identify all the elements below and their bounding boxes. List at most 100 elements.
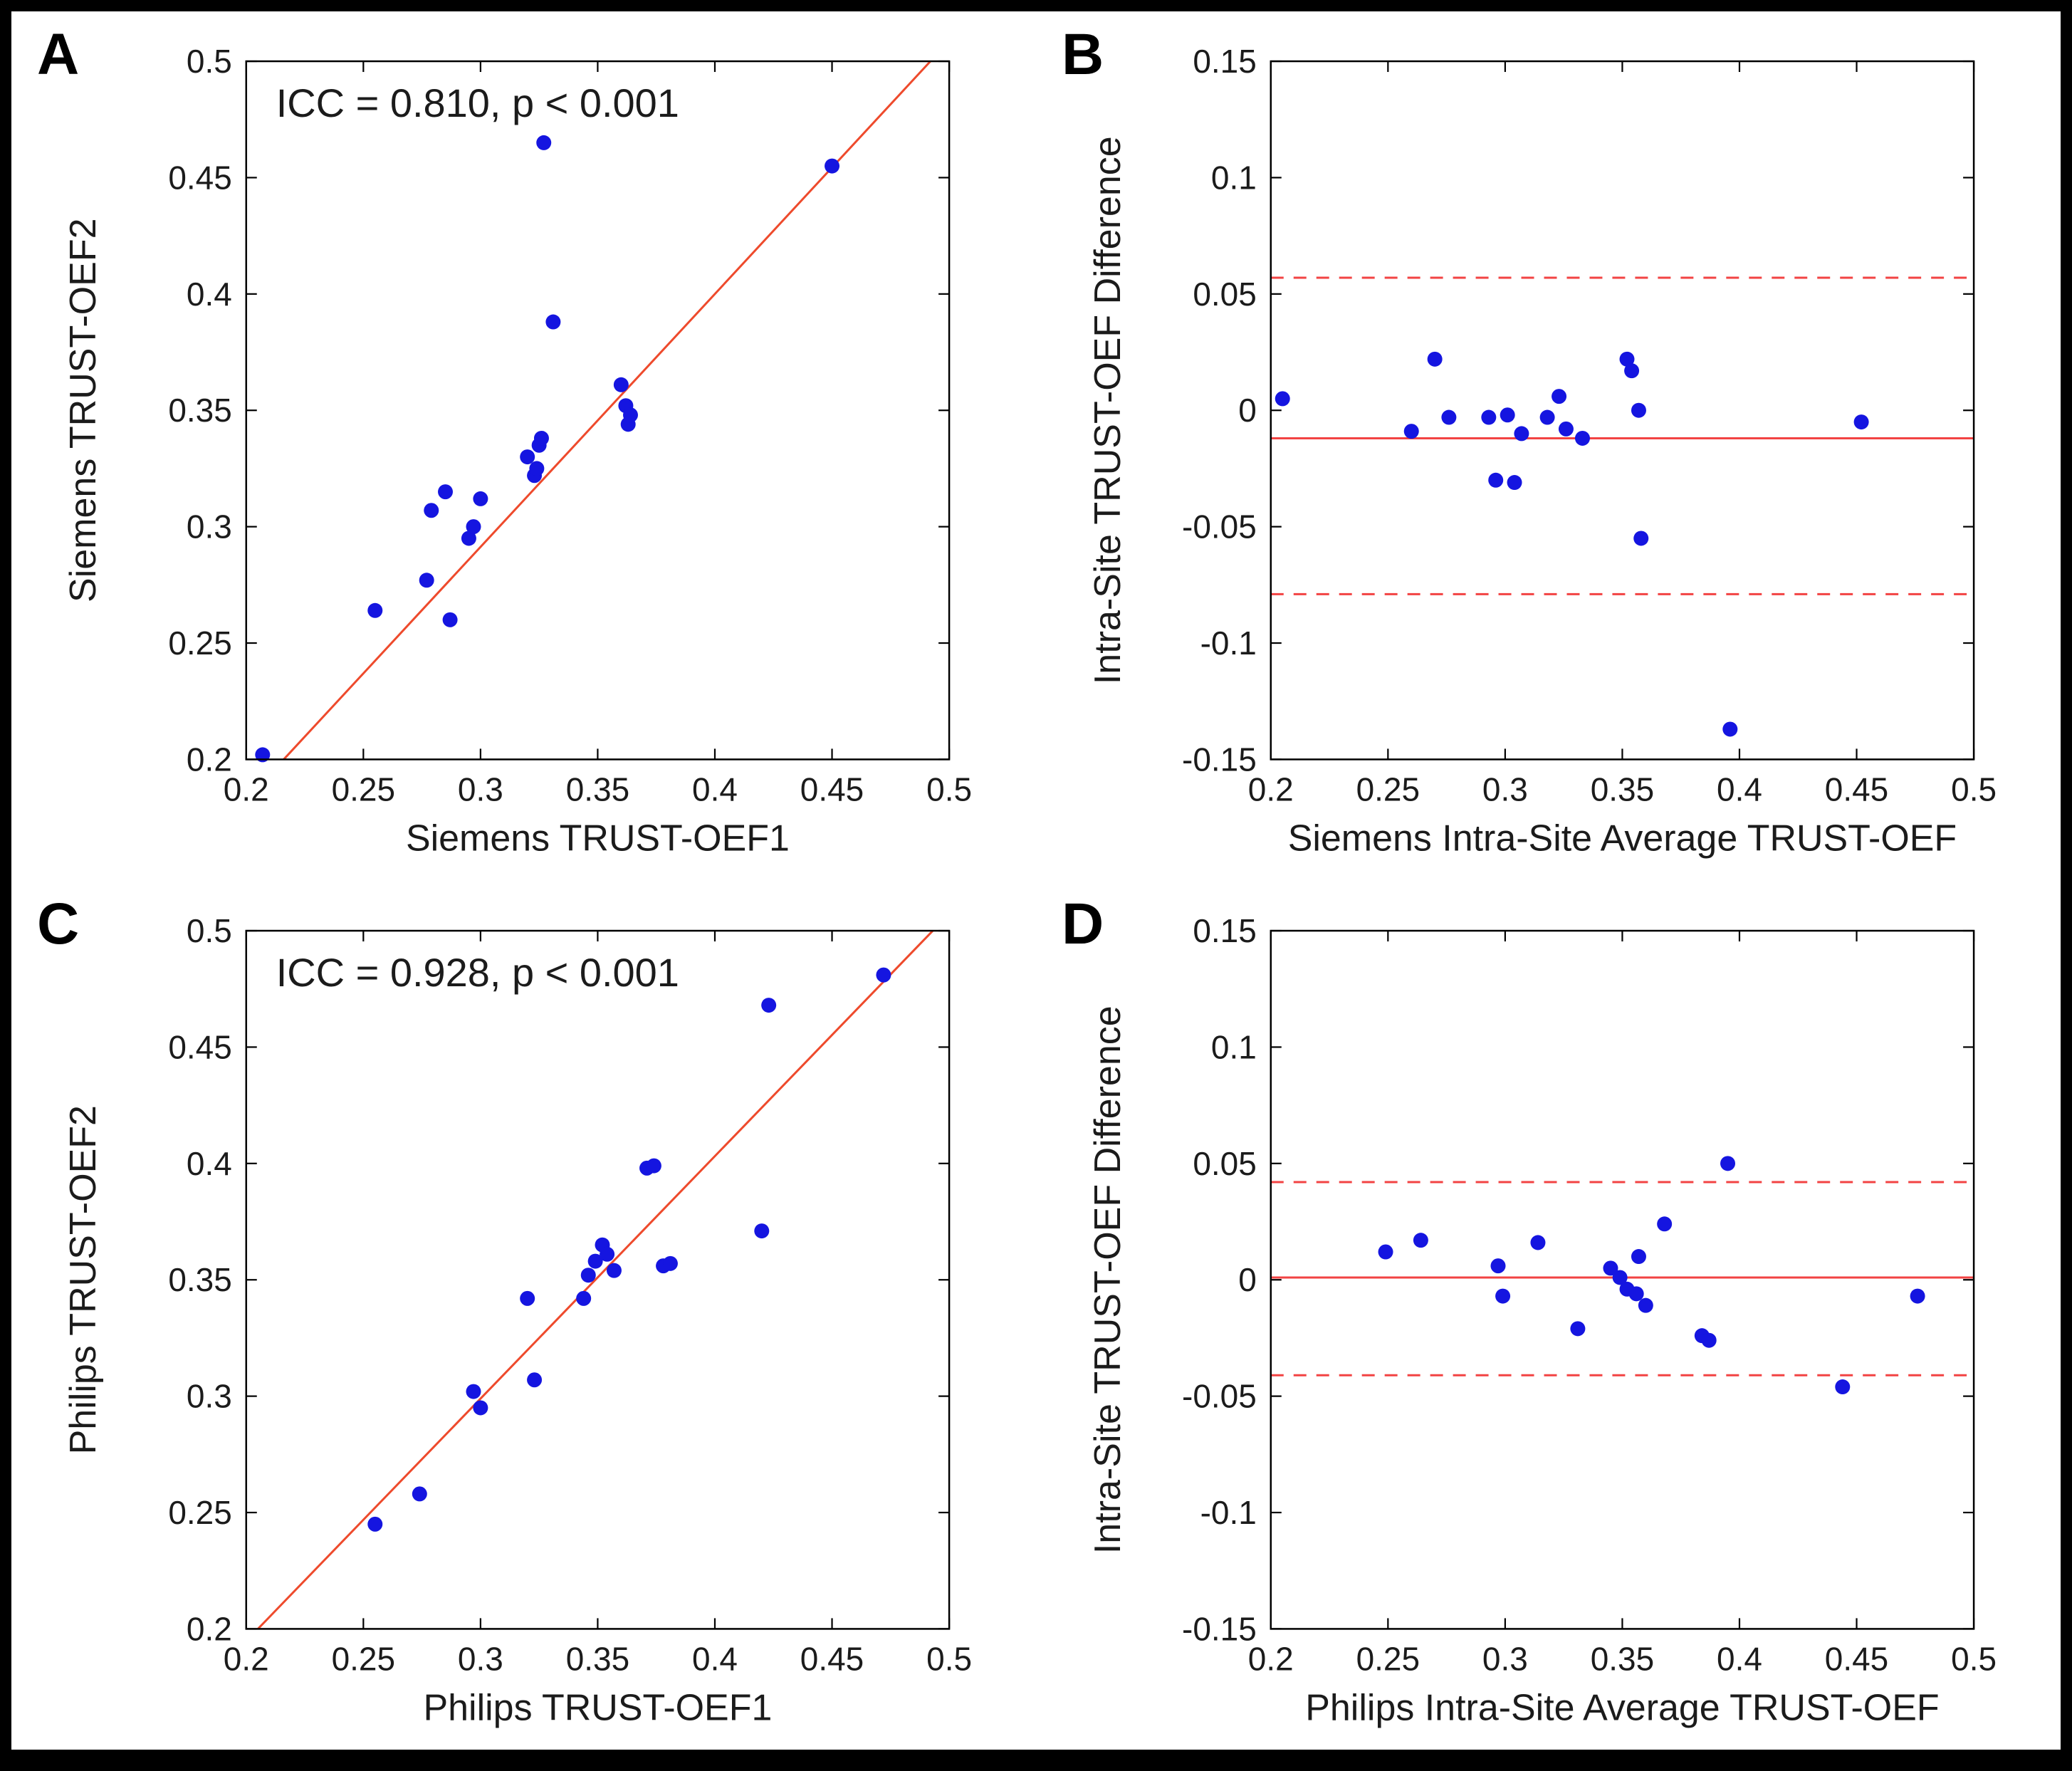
data-point — [1558, 421, 1574, 437]
y-tick-label: 0.35 — [168, 392, 231, 429]
data-point — [1570, 1320, 1586, 1336]
data-point — [1910, 1288, 1925, 1304]
data-point — [536, 135, 552, 150]
y-tick-label: -0.05 — [1182, 1377, 1257, 1414]
x-tick-label: 0.2 — [224, 1640, 269, 1677]
chart-philips-scatter: ICC = 0.928, p < 0.001 0.2 0.25 0.3 0.35 0.4 0… — [63, 912, 972, 1728]
x-axis-label: Philips TRUST-OEF1 — [424, 1687, 773, 1728]
data-point — [1720, 1155, 1736, 1171]
panel-letter-B: B — [1062, 22, 1104, 87]
y-tick-label: 0.05 — [1193, 276, 1256, 313]
data-point — [461, 531, 476, 546]
x-tick-label: 0.3 — [458, 770, 503, 808]
y-tick-label: -0.15 — [1182, 741, 1257, 778]
data-point — [473, 491, 488, 506]
data-point — [1275, 391, 1290, 407]
y-tick-label: 0.35 — [168, 1261, 231, 1298]
y-tick-label: 0.15 — [1193, 43, 1256, 80]
y-tick-label: 0.5 — [187, 43, 232, 80]
x-tick-label: 0.35 — [566, 770, 629, 808]
data-point — [438, 484, 454, 500]
data-point — [466, 1384, 481, 1399]
data-point — [1530, 1234, 1546, 1250]
x-tick-label: 0.3 — [458, 1640, 503, 1677]
data-point — [255, 747, 271, 763]
data-point — [1500, 407, 1515, 423]
x-tick-label: 0.5 — [926, 770, 972, 808]
x-tick-label: 0.25 — [1356, 770, 1420, 808]
data-point — [576, 1290, 592, 1306]
data-point — [606, 1263, 622, 1278]
data-point — [646, 1158, 661, 1174]
y-tick-label: 0.2 — [187, 1610, 232, 1647]
data-point — [1603, 1260, 1618, 1275]
x-tick-label: 0.2 — [1248, 770, 1294, 808]
data-point — [527, 1372, 543, 1387]
data-point — [1413, 1232, 1428, 1248]
x-tick-label: 0.2 — [224, 770, 269, 808]
identity-line — [283, 61, 931, 761]
data-point — [1441, 409, 1457, 425]
data-point — [1633, 531, 1649, 546]
data-point — [424, 503, 439, 518]
chart-siemens-scatter: ICC = 0.810, p < 0.001 0.2 0.25 0.3 0.35 0.4 0… — [63, 43, 972, 859]
panel-D: D 0.2 0.25 0.3 0.35 0.4 0.45 0.5 -0.15 -0.1 -0.05… — [1036, 881, 2061, 1750]
x-tick-label: 0.25 — [332, 1640, 395, 1677]
data-point — [1495, 1288, 1511, 1304]
y-tick-label: 0.45 — [168, 159, 231, 196]
x-tick-label: 0.45 — [1825, 770, 1888, 808]
data-point — [1624, 363, 1640, 379]
x-tick-label: 0.3 — [1482, 770, 1528, 808]
data-point — [1638, 1297, 1653, 1313]
x-tick-label: 0.45 — [1825, 1640, 1888, 1677]
x-tick-label: 0.5 — [926, 1640, 972, 1677]
data-point — [1539, 409, 1555, 425]
x-tick-label: 0.45 — [800, 1640, 864, 1677]
y-tick-label: 0.25 — [168, 625, 231, 662]
x-tick-label: 0.4 — [1717, 1640, 1762, 1677]
panel-letter-A: A — [37, 22, 80, 87]
y-tick-label: 0.2 — [187, 741, 232, 778]
panels-grid: A ICC = 0.810, p < 0.001 0.2 0.25 0.3 0.35 0.… — [11, 11, 2061, 1750]
y-tick-label: 0.3 — [187, 508, 232, 545]
x-tick-label: 0.25 — [1356, 1640, 1420, 1677]
y-tick-label: 0.45 — [168, 1028, 231, 1065]
data-point — [1612, 1269, 1628, 1285]
x-tick-label: 0.35 — [566, 1640, 629, 1677]
y-tick-label: 0 — [1238, 1261, 1257, 1298]
data-point — [545, 314, 561, 330]
y-axis-label: Siemens TRUST-OEF2 — [63, 218, 104, 602]
data-point — [587, 1253, 603, 1269]
data-point — [1427, 351, 1443, 367]
x-axis-label: Philips Intra-Site Average TRUST-OEF — [1305, 1687, 1939, 1728]
x-tick-label: 0.35 — [1591, 1640, 1654, 1677]
y-tick-label: -0.1 — [1200, 625, 1257, 662]
data-point — [412, 1485, 427, 1501]
y-tick-label: 0.05 — [1193, 1144, 1256, 1181]
plot-box — [245, 60, 951, 761]
x-tick-label: 0.2 — [1248, 1640, 1294, 1677]
data-point — [520, 1290, 535, 1306]
data-point — [754, 1223, 770, 1238]
icc-annotation: ICC = 0.928, p < 0.001 — [276, 950, 679, 995]
chart-siemens-bland-altman: 0.2 0.25 0.3 0.35 0.4 0.45 0.5 -0.15 -0.1 -0.05 0 0… — [1087, 43, 1997, 859]
data-point — [1835, 1379, 1851, 1394]
data-point — [1481, 409, 1497, 425]
y-tick-label: 0.5 — [187, 912, 232, 949]
data-point — [1507, 475, 1522, 491]
data-point — [1619, 351, 1635, 367]
data-point — [520, 449, 535, 465]
x-tick-label: 0.35 — [1591, 770, 1654, 808]
data-point — [466, 519, 481, 535]
data-point — [1488, 472, 1504, 488]
data-point — [580, 1267, 596, 1282]
data-point — [533, 430, 549, 446]
data-point — [473, 1399, 488, 1415]
data-point — [1574, 430, 1590, 446]
data-point — [367, 1516, 383, 1532]
data-point — [1514, 426, 1529, 442]
data-point — [1722, 721, 1738, 737]
y-tick-label: 0.4 — [187, 276, 232, 313]
data-point — [1853, 414, 1869, 430]
panel-A: A ICC = 0.810, p < 0.001 0.2 0.25 0.3 0.35 0.… — [11, 11, 1036, 881]
